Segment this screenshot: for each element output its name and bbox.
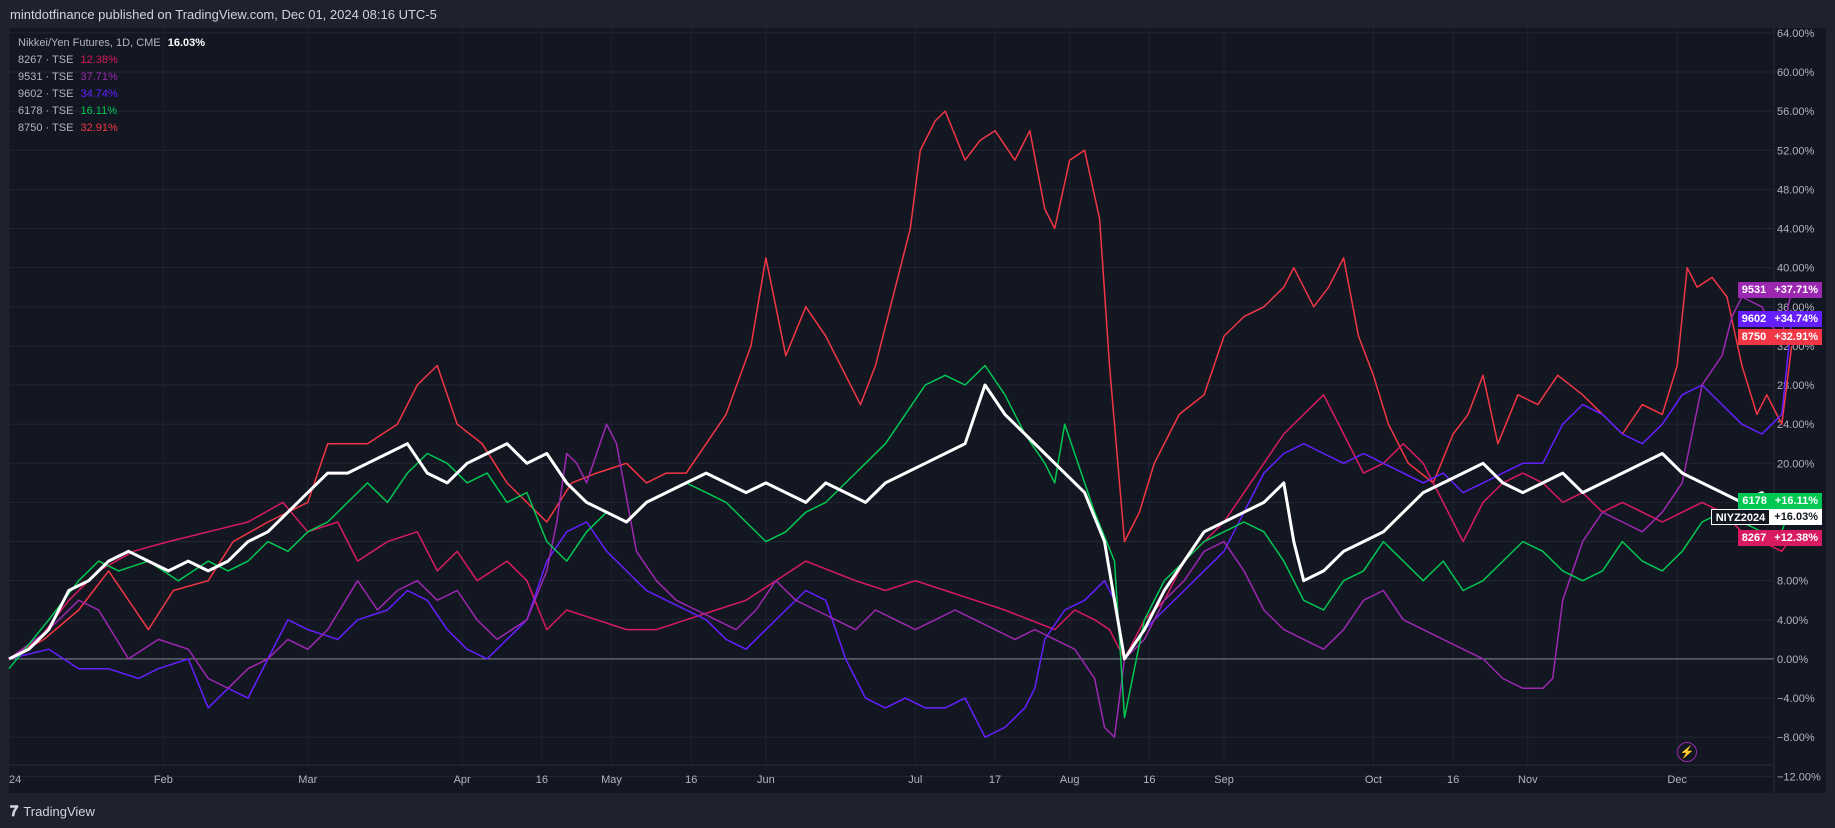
chart-area[interactable] xyxy=(9,28,1826,793)
legend-main-row: Nikkei/Yen Futures, 1D, CME 16.03% xyxy=(18,35,205,52)
footer-brand: TradingView xyxy=(23,804,95,819)
series-line-9531-tse xyxy=(8,290,1793,738)
legend-symbol: 9602 · TSE xyxy=(18,88,74,100)
price-badge-label: 9531 xyxy=(1737,282,1771,299)
x-tick-label: Sep xyxy=(1214,774,1234,786)
legend-item-9531: 9531 · TSE 37.71% xyxy=(18,69,205,86)
y-tick-label: 60.00% xyxy=(1777,67,1815,79)
publish-text: mintdotfinance published on TradingView.… xyxy=(10,7,437,22)
legend-value: 34.74% xyxy=(80,88,118,100)
series-line-8267-tse xyxy=(8,394,1793,660)
price-badge: 8267 +12.38% xyxy=(1737,529,1822,546)
price-badge-value: +16.03% xyxy=(1770,509,1822,526)
x-tick-label: May xyxy=(601,774,622,786)
price-badge: NIYZ2024 +16.03% xyxy=(1710,509,1822,526)
y-tick-label: 44.00% xyxy=(1777,224,1815,236)
y-tick-label: −4.00% xyxy=(1777,693,1815,705)
publish-header: mintdotfinance published on TradingView.… xyxy=(0,0,1835,28)
y-tick-label: 20.00% xyxy=(1777,458,1815,470)
x-tick-label: Feb xyxy=(154,774,173,786)
tradingview-logo-icon[interactable]: 𝟕 xyxy=(10,803,19,820)
legend-symbol: 6178 · TSE xyxy=(18,105,74,117)
price-badge: 9531 +37.71% xyxy=(1737,282,1822,299)
y-tick-label: 8.00% xyxy=(1777,576,1808,588)
price-badge-label: 6178 xyxy=(1738,493,1771,510)
legend-value: 37.71% xyxy=(80,71,118,83)
legend-symbol: 8750 · TSE xyxy=(18,122,74,134)
x-tick-label: Dec xyxy=(1667,774,1687,786)
y-tick-label: 40.00% xyxy=(1777,263,1815,275)
x-tick-label: 16 xyxy=(1447,774,1459,786)
legend-value: 32.91% xyxy=(80,122,118,134)
x-tick-label: 16 xyxy=(685,774,697,786)
price-badge-value: +16.11% xyxy=(1770,493,1822,510)
price-badge-value: +34.74% xyxy=(1770,311,1822,328)
x-tick-label: Nov xyxy=(1518,774,1538,786)
price-badge-label: 8750 xyxy=(1737,329,1771,345)
series-line-9602-tse xyxy=(8,319,1793,738)
price-badge: 6178 +16.11% xyxy=(1738,493,1822,510)
legend-item-8267: 8267 · TSE 12.38% xyxy=(18,52,205,69)
x-tick-label: Jul xyxy=(908,774,922,786)
price-badge: 8750 +32.91% xyxy=(1737,329,1822,345)
y-tick-label: 24.00% xyxy=(1777,419,1815,431)
y-tick-label: −12.00% xyxy=(1777,771,1821,783)
y-tick-label: 36.00% xyxy=(1777,302,1815,314)
price-badge-value: +12.38% xyxy=(1770,529,1822,546)
legend-symbol: 8267 · TSE xyxy=(18,54,74,66)
legend-symbol: 9531 · TSE xyxy=(18,71,74,83)
y-tick-label: −8.00% xyxy=(1777,732,1815,744)
legend-main-symbol: Nikkei/Yen Futures, 1D, CME xyxy=(18,37,161,49)
y-tick-label: 52.00% xyxy=(1777,145,1815,157)
legend-value: 12.38% xyxy=(80,54,118,66)
price-badge-value: +37.71% xyxy=(1770,282,1822,299)
series-line-8750-tse xyxy=(8,110,1793,660)
y-tick-label: 4.00% xyxy=(1777,615,1808,627)
x-tick-label: 16 xyxy=(1143,774,1155,786)
legend-item-6178: 6178 · TSE 16.11% xyxy=(18,103,205,120)
legend-main-value: 16.03% xyxy=(167,37,206,49)
legend-item-9602: 9602 · TSE 34.74% xyxy=(18,86,205,103)
price-badge-label: NIYZ2024 xyxy=(1710,509,1771,526)
lightning-icon[interactable]: ⚡ xyxy=(1677,742,1697,762)
x-tick-label: Apr xyxy=(454,774,471,786)
price-badge-label: 9602 xyxy=(1737,311,1771,328)
footer: 𝟕 TradingView xyxy=(10,803,95,820)
x-tick-label: 24 xyxy=(9,774,21,786)
y-tick-label: 56.00% xyxy=(1777,106,1815,118)
y-tick-label: 64.00% xyxy=(1777,28,1815,40)
series-line-niyz2024 xyxy=(8,383,1793,661)
x-tick-label: 17 xyxy=(989,774,1001,786)
x-tick-label: 16 xyxy=(536,774,548,786)
x-tick-label: Aug xyxy=(1060,774,1080,786)
price-badge-value: +32.91% xyxy=(1770,329,1822,345)
y-tick-label: 0.00% xyxy=(1777,654,1808,666)
y-tick-label: 28.00% xyxy=(1777,380,1815,392)
price-badge-label: 8267 xyxy=(1737,529,1771,546)
price-badge: 9602 +34.74% xyxy=(1737,311,1822,328)
x-tick-label: Oct xyxy=(1365,774,1382,786)
legend-item-8750: 8750 · TSE 32.91% xyxy=(18,120,205,137)
y-tick-label: 48.00% xyxy=(1777,184,1815,196)
legend-value: 16.11% xyxy=(80,105,118,117)
x-tick-label: Jun xyxy=(757,774,775,786)
series-line-6178-tse xyxy=(8,364,1793,719)
x-tick-label: Mar xyxy=(298,774,317,786)
chart-legend: Nikkei/Yen Futures, 1D, CME 16.03% 8267 … xyxy=(18,35,205,137)
